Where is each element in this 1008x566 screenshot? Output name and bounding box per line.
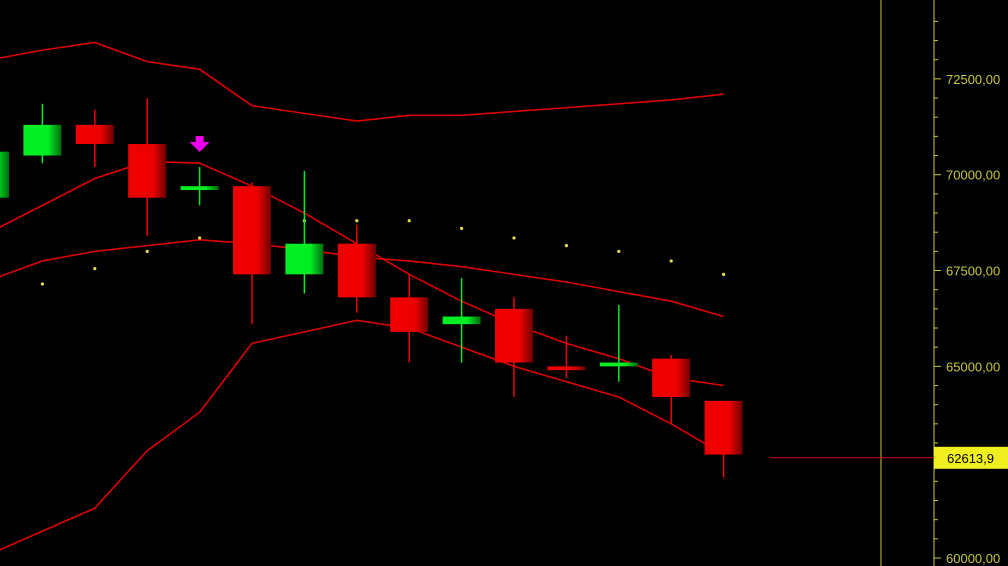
psar-dot [512,236,516,240]
candle-body [390,297,429,332]
psar-dot [669,259,673,263]
psar-dot [722,272,726,276]
psar-dot [617,249,621,253]
candle [704,400,743,478]
candle-body [75,124,114,145]
psar-dot [93,267,97,271]
psar-dots [40,215,726,286]
candle [599,305,638,382]
candle-body [180,186,219,191]
current-price-label: 62613,9 [947,451,994,466]
y-tick-label: 70000,00 [946,168,1000,183]
y-tick-label: 67500,00 [946,264,1000,279]
bollinger-bands [0,41,725,551]
candle [233,182,271,325]
candle [128,98,167,237]
candle [495,297,533,398]
candle-body [495,308,533,363]
candle [75,109,114,168]
y-tick-label: 60000,00 [946,551,1000,566]
candle-body [337,243,376,298]
psar-dot [198,236,202,240]
candle-body [23,124,62,156]
psar-dot [145,249,149,253]
candle-body [442,316,481,325]
upper-band-line [0,41,724,122]
candle-body [652,358,691,398]
candle [180,167,219,206]
psar-dot [407,219,411,223]
candle [390,274,429,363]
candle-body [128,144,167,198]
y-tick-label: 65000,00 [946,359,1000,374]
down-arrow-icon [189,136,210,153]
candle-body [285,243,324,275]
psar-dot [355,219,359,223]
candle [0,151,9,198]
current-price-tag: 62613,9 [934,446,1008,469]
candle [652,354,691,424]
signal-arrows [189,136,210,153]
outer-lower-band-line [0,319,725,551]
psar-dot [460,226,464,230]
candle-body [233,186,271,275]
candle-body [704,400,743,455]
psar-dot [564,244,569,248]
price-axis: 60000,0062500,0065000,0067500,0070000,00… [934,20,1000,566]
candle-body [547,366,586,371]
candle [442,278,481,363]
current-price-tag-box [934,446,1008,469]
candle [23,103,62,164]
candle-body [599,362,638,367]
psar-dot [40,282,45,286]
candle [285,170,324,294]
candle [337,224,376,313]
candle [547,335,586,378]
y-tick-label: 72500,00 [946,72,1000,87]
candles [0,98,743,478]
candle-body [0,151,9,198]
